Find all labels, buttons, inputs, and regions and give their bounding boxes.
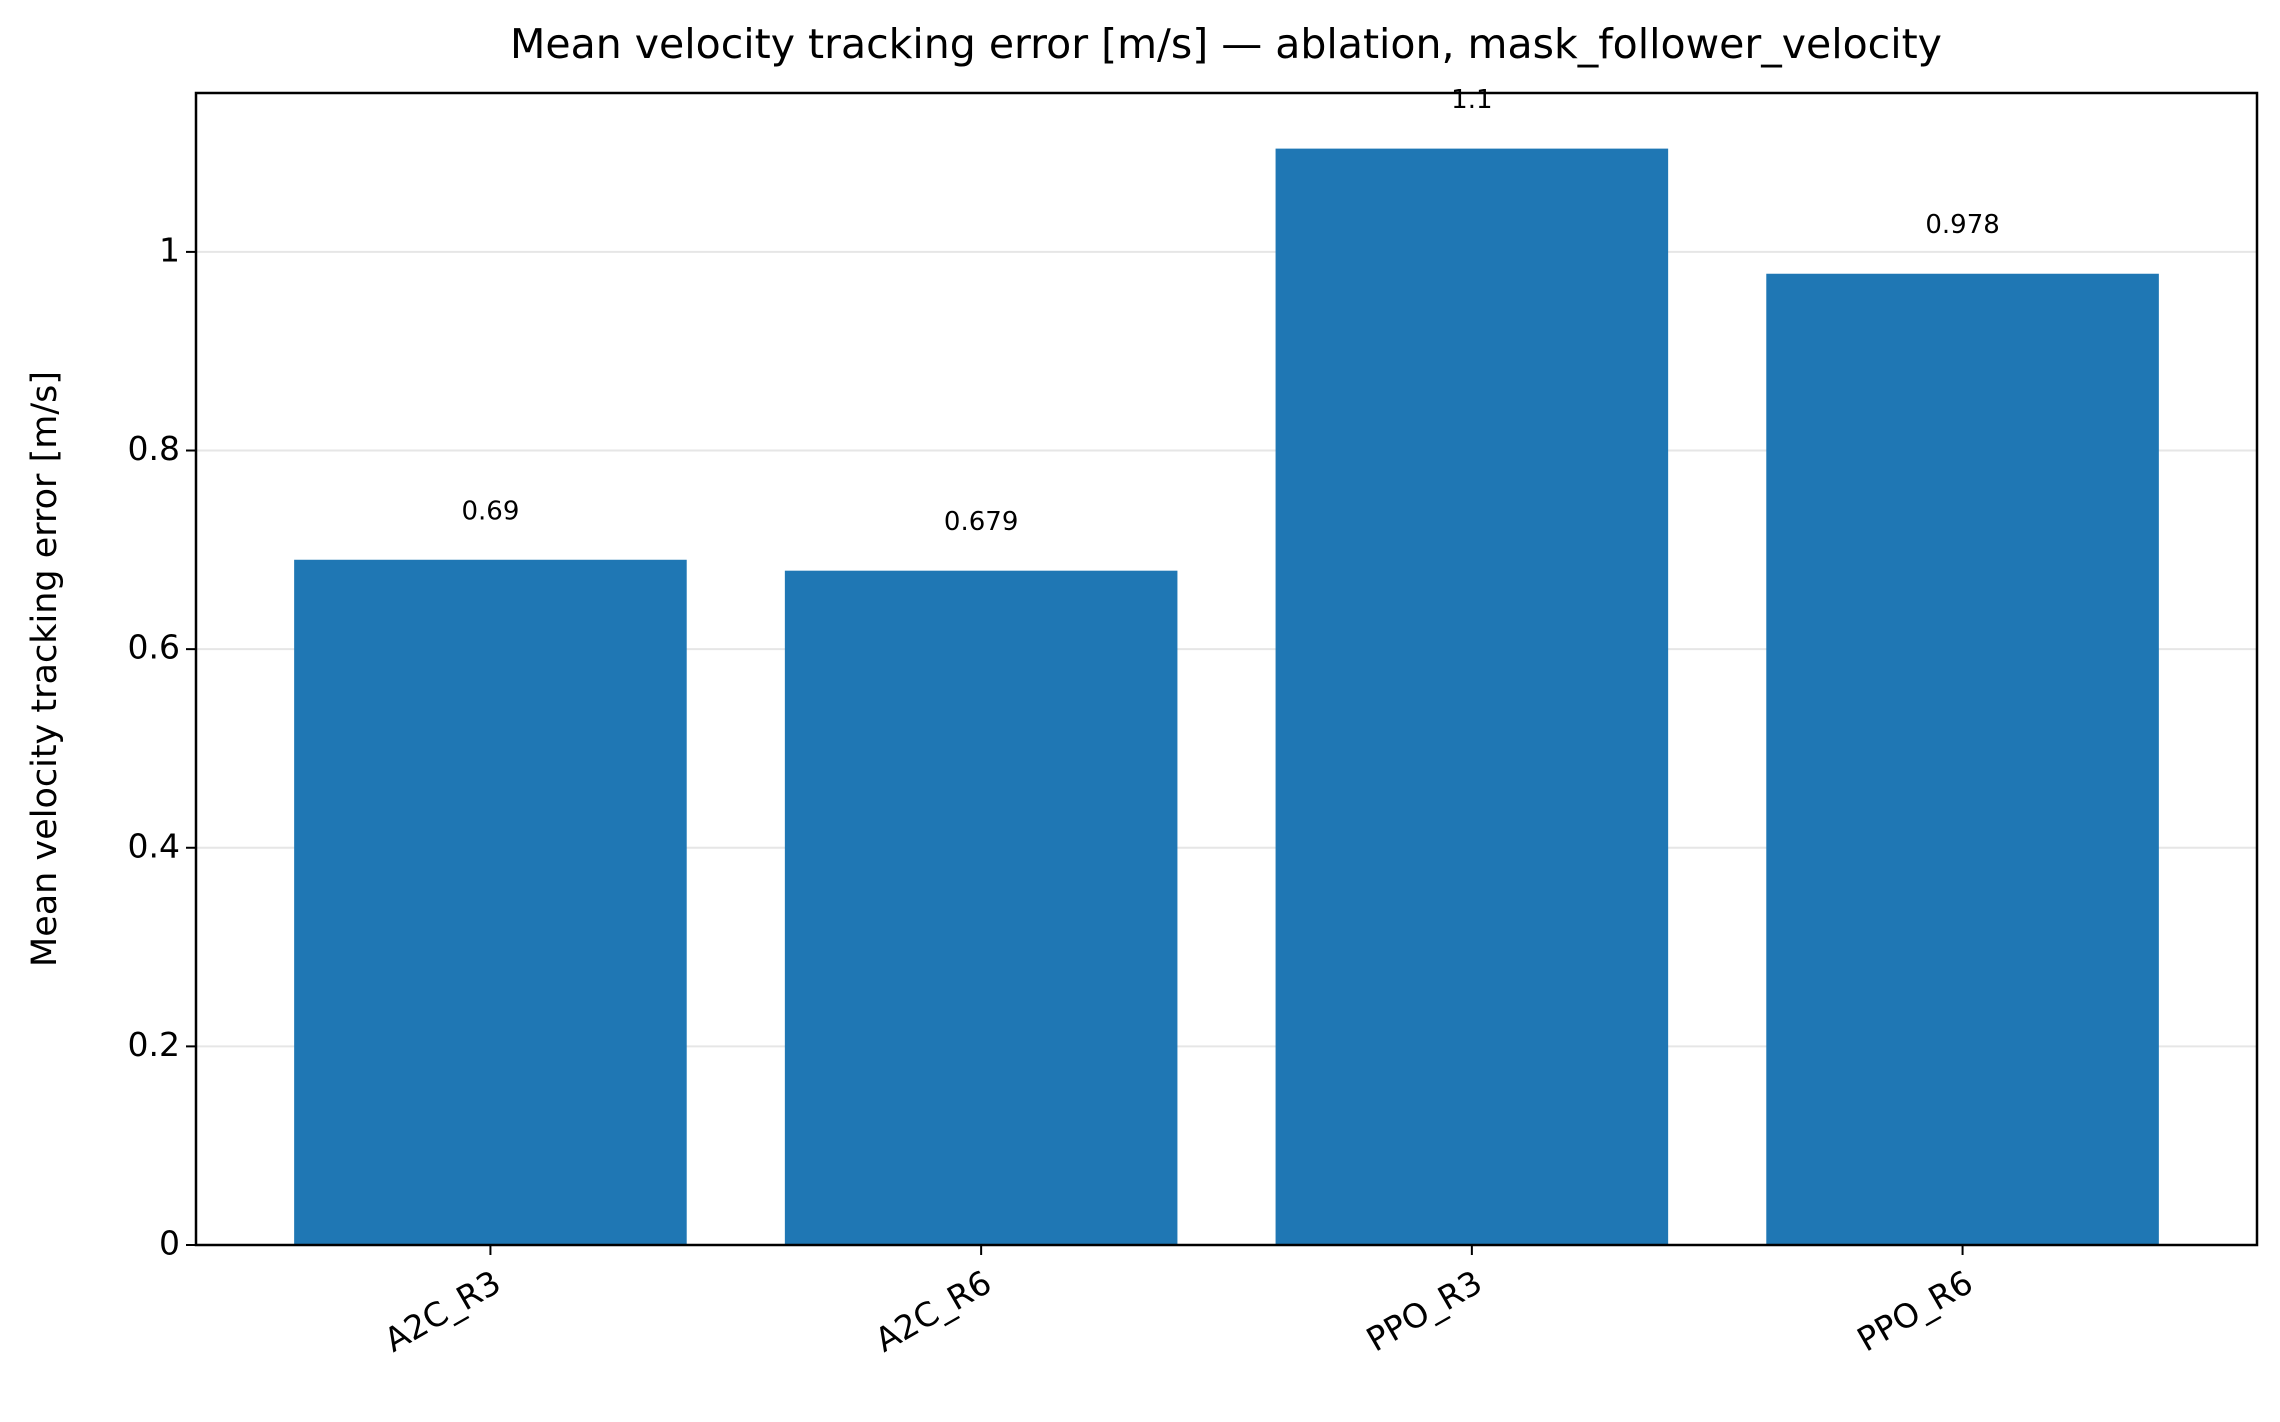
bar bbox=[294, 559, 687, 1245]
plot-frame bbox=[194, 91, 2259, 1247]
chart-title: Mean velocity tracking error [m/s] — abl… bbox=[510, 20, 1942, 68]
bar bbox=[784, 570, 1178, 1245]
bar bbox=[1766, 273, 2159, 1245]
x-tick-label: A2C_R6 bbox=[868, 1262, 998, 1359]
x-tick-label: A2C_R3 bbox=[378, 1262, 508, 1359]
y-tick-label: 0.8 bbox=[128, 429, 180, 468]
value-label: 0.978 bbox=[1925, 210, 1999, 240]
y-tick-label: 0.6 bbox=[128, 628, 180, 667]
y-tick-label: 0.2 bbox=[128, 1025, 180, 1064]
x-tick-label: PPO_R6 bbox=[1851, 1262, 1980, 1359]
bar bbox=[1275, 148, 1669, 1246]
y-axis-label: Mean velocity tracking error [m/s] bbox=[25, 371, 65, 967]
y-tick-label: 0.4 bbox=[128, 826, 180, 865]
x-tick-label: PPO_R3 bbox=[1360, 1262, 1489, 1359]
y-tick-label: 1 bbox=[159, 230, 180, 269]
value-label: 1.1 bbox=[1451, 85, 1492, 115]
y-tick-label: 0 bbox=[159, 1224, 180, 1263]
value-label: 0.679 bbox=[944, 507, 1018, 537]
value-label: 0.69 bbox=[461, 496, 519, 526]
